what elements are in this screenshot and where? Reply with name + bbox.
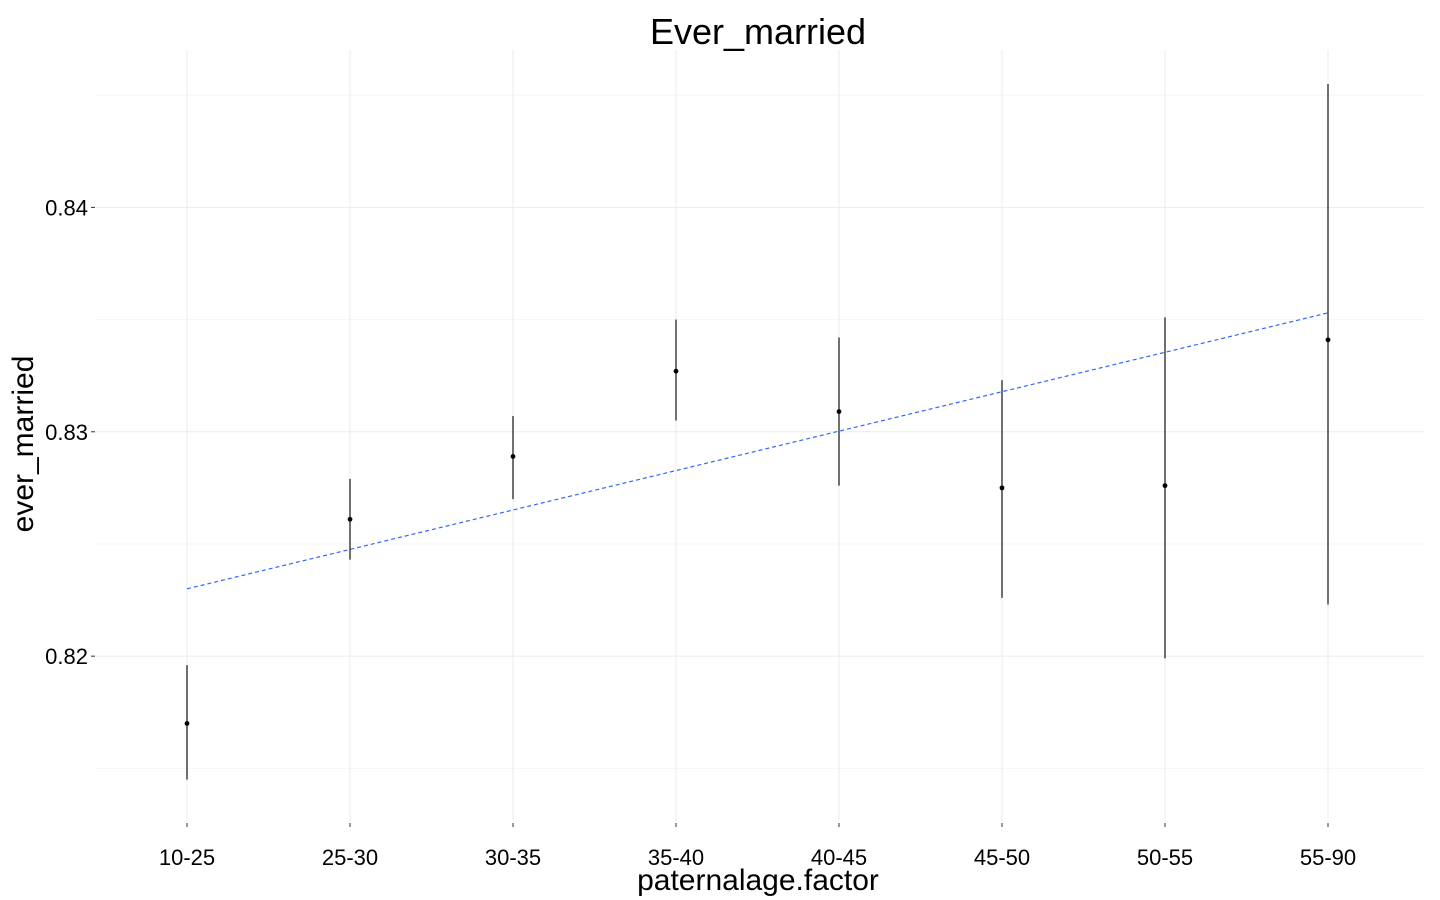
data-point-30-35 [510, 454, 516, 459]
x-tick-label-3: 35-40 [648, 845, 704, 870]
trend-line [186, 312, 1329, 590]
data-points [184, 337, 1331, 726]
x-tick-label-7: 55-90 [1300, 845, 1356, 870]
x-axis-ticks: 10-25 25-30 30-35 35-40 40-45 45-50 50-55 55-90 [159, 823, 1356, 870]
y-tick-label-0: 0.82 [45, 644, 88, 669]
x-tick-label-2: 30-35 [485, 845, 541, 870]
data-point-35-40 [673, 368, 679, 374]
data-point-50-55 [1162, 483, 1168, 489]
chart-title: Ever_married [650, 11, 866, 52]
data-point-55-90 [1325, 337, 1331, 343]
data-point-10-25 [184, 721, 190, 726]
trend-line-layer [186, 312, 1329, 590]
y-tick-label-1: 0.83 [45, 420, 88, 445]
x-tick-label-1: 25-30 [322, 845, 378, 870]
x-tick-label-6: 50-55 [1137, 845, 1193, 870]
y-axis-ticks: 0.82 0.83 0.84 [45, 195, 95, 669]
x-axis-title: paternalage.factor [637, 864, 879, 897]
x-tick-label-0: 10-25 [159, 845, 215, 870]
data-point-45-50 [999, 485, 1005, 491]
x-tick-label-5: 45-50 [974, 845, 1030, 870]
y-axis-title: ever_married [7, 356, 40, 533]
data-point-40-45 [836, 409, 842, 414]
x-tick-label-4: 40-45 [811, 845, 867, 870]
grid [96, 50, 1424, 822]
y-tick-label-2: 0.84 [45, 195, 88, 220]
data-point-25-30 [347, 516, 353, 522]
